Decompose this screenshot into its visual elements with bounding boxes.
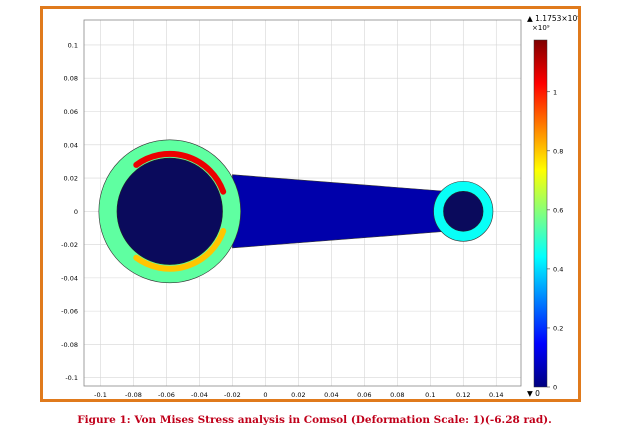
x-tick-label: 0.04 [324, 391, 338, 399]
colorbar-exponent-label: ×10⁹ [532, 24, 550, 32]
x-tick-label: -0.04 [191, 391, 208, 399]
x-tick-label: -0.08 [125, 391, 142, 399]
axis-ticks: -0.1 -0.08 -0.06 -0.04 -0.02 0 0.02 0.04 0.06 0.0… [61, 41, 503, 399]
shank [232, 174, 448, 249]
x-tick-label: -0.06 [158, 391, 175, 399]
hole-edge-bottom-stress [133, 227, 227, 272]
figure-frame: -0.1 -0.08 -0.06 -0.04 -0.02 0 0.02 0.04 0.06 0.0… [40, 6, 581, 402]
small-end-hole [443, 191, 484, 232]
y-tick-label: -0.06 [61, 308, 78, 316]
y-tick-label: 0.06 [64, 108, 78, 116]
colorbar-tick-label: 0.8 [553, 147, 563, 155]
big-end-hole [116, 157, 223, 265]
y-tick-label: 0 [74, 208, 78, 216]
colorbar-tick-label: 0.4 [553, 265, 563, 273]
x-tick-label: 0.14 [489, 391, 503, 399]
y-tick-label: 0.04 [64, 141, 78, 149]
x-tick-label: 0.06 [357, 391, 371, 399]
x-tick-label: 0.12 [456, 391, 470, 399]
colorbar-gradient [533, 39, 548, 388]
grid-lines [84, 20, 521, 386]
colorbar-max-label: ▲ 1.1753×10⁹ [527, 14, 578, 23]
colorbar-tick-label: 0.2 [553, 324, 563, 332]
y-tick-label: 0.1 [68, 41, 78, 49]
colorbar-min-label: ▼ 0 [527, 389, 540, 398]
x-tick-label: 0.02 [291, 391, 305, 399]
y-tick-label: -0.04 [61, 274, 78, 282]
y-tick-label: -0.08 [61, 341, 78, 349]
y-tick-label: -0.1 [65, 374, 78, 382]
x-tick-label: 0.1 [425, 391, 435, 399]
colorbar-tick-label: 1 [553, 88, 557, 96]
y-tick-label: 0.08 [64, 75, 78, 83]
y-tick-label: 0.02 [64, 175, 78, 183]
y-tick-label: -0.02 [61, 241, 78, 249]
colorbar-tick-label: 0.6 [553, 206, 563, 214]
stress-plot: -0.1 -0.08 -0.06 -0.04 -0.02 0 0.02 0.04 0.06 0.0… [61, 14, 578, 399]
connecting-rod-shape [98, 139, 494, 284]
colorbar: ▲ 1.1753×10⁹ ×10⁹ ▼ 0 1 0.8 0.6 0.4 0.2 0 [527, 14, 578, 398]
colorbar-tick-label: 0 [553, 384, 557, 392]
x-tick-label: -0.1 [94, 391, 107, 399]
plot-area [83, 19, 522, 387]
x-tick-label: -0.02 [224, 391, 241, 399]
hole-edge-top-stress [133, 150, 227, 195]
x-tick-label: 0.08 [390, 391, 404, 399]
figure-caption: Figure 1: Von Mises Stress analysis in C… [77, 414, 552, 426]
x-tick-label: 0 [263, 391, 267, 399]
